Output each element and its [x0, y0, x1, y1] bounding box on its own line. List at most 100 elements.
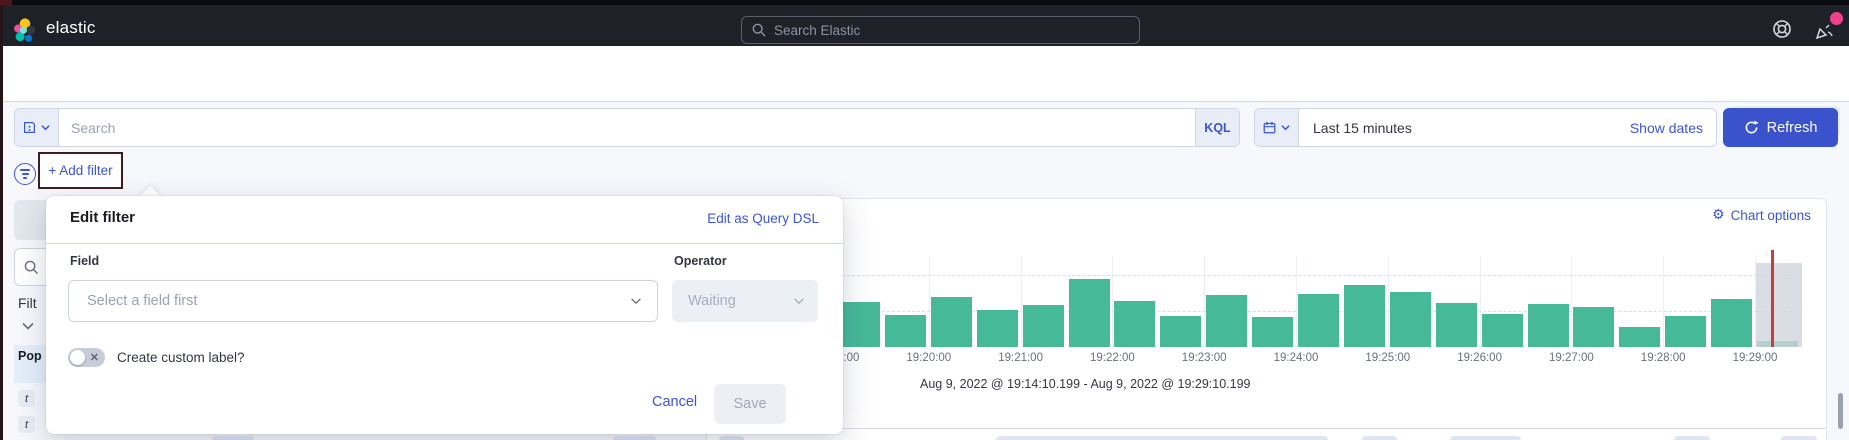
query-input-group: Search KQL: [14, 108, 1240, 147]
minute-gridline: [1296, 256, 1297, 347]
gear-icon: ⚙: [1712, 207, 1725, 223]
x-axis-tick-label: 19:25:00: [1365, 352, 1411, 364]
time-range-value[interactable]: Last 15 minutes: [1313, 119, 1412, 136]
minute-gridline: [1204, 256, 1206, 347]
histogram-bar[interactable]: [884, 315, 926, 347]
skeleton-chip: [1450, 436, 1521, 440]
skeleton-chip: [1781, 436, 1817, 440]
histogram-bar[interactable]: [1389, 292, 1431, 347]
newsfeed-icon[interactable]: [1814, 19, 1836, 41]
minute-gridline: [1663, 256, 1665, 347]
minute-gridline: [1112, 256, 1114, 347]
incomplete-bucket-overlay: [1756, 263, 1802, 347]
field-label: Field: [70, 254, 100, 268]
current-time-marker: [1771, 250, 1774, 347]
histogram-bar[interactable]: [1573, 307, 1615, 347]
minute-gridline: [1571, 256, 1573, 347]
chevron-down-icon[interactable]: [20, 318, 36, 334]
custom-label-toggle-label: Create custom label?: [117, 350, 245, 365]
add-filter-link[interactable]: + Add filter: [48, 163, 113, 178]
saved-query-menu-button[interactable]: [15, 109, 59, 146]
chart-options-button[interactable]: ⚙ Chart options: [1712, 207, 1811, 223]
saved-query-icon: [23, 122, 35, 133]
histogram-bar[interactable]: [1022, 305, 1064, 347]
help-icon[interactable]: [1772, 19, 1792, 39]
cancel-button[interactable]: Cancel: [652, 394, 698, 410]
histogram-bar[interactable]: [1619, 327, 1661, 347]
global-search-placeholder: Search Elastic: [774, 22, 861, 38]
histogram-bar[interactable]: [1206, 295, 1248, 347]
histogram-bar[interactable]: [1481, 314, 1523, 347]
edit-as-query-dsl-link[interactable]: Edit as Query DSL: [707, 211, 819, 226]
global-search-input[interactable]: Search Elastic: [741, 16, 1140, 44]
histogram-bar[interactable]: [1665, 316, 1707, 347]
histogram-bar[interactable]: [1711, 299, 1753, 347]
x-axis-tick-label: 19:21:00: [998, 352, 1043, 364]
field-combobox[interactable]: Select a field first: [68, 280, 658, 322]
skeleton-chip: [1362, 436, 1397, 440]
elastic-wordmark: elastic: [46, 18, 96, 37]
left-edge-line: [0, 5, 3, 440]
elastic-logo-icon: [14, 18, 36, 42]
panel-divider: [707, 428, 1826, 429]
filter-by-type-label[interactable]: Filt: [18, 295, 37, 311]
field-type-text-icon: t: [18, 390, 35, 407]
switch-thumb: [70, 350, 85, 365]
x-axis-tick-label: 19:29:00: [1732, 352, 1778, 364]
date-picker-group: Last 15 minutes Show dates: [1254, 108, 1717, 147]
popular-fields-section: [14, 345, 46, 383]
skeleton-chip: [719, 436, 744, 440]
skeleton-chip: [996, 436, 1328, 440]
histogram-bar[interactable]: [1527, 304, 1569, 347]
app-nav-bar: D Discover Options New Open Share Inspec…: [0, 46, 1849, 137]
histogram-bar[interactable]: [839, 302, 880, 347]
search-icon: [752, 23, 766, 37]
minute-gridline: [1755, 256, 1756, 347]
vertical-scrollbar[interactable]: [1838, 393, 1843, 429]
histogram-bar[interactable]: [976, 310, 1018, 347]
minute-gridline: [1479, 256, 1481, 347]
histogram-bar[interactable]: [1343, 285, 1385, 347]
y-gridline-dashed: [837, 275, 1802, 276]
histogram-bar[interactable]: [1298, 294, 1339, 347]
show-dates-link[interactable]: Show dates: [1629, 119, 1703, 136]
refresh-button[interactable]: Refresh: [1723, 108, 1838, 147]
histogram-bar[interactable]: [930, 297, 972, 347]
global-header: elastic Search Elastic: [0, 5, 1849, 46]
refresh-icon: [1745, 120, 1759, 134]
minute-gridline: [1387, 256, 1389, 347]
query-search-input[interactable]: Search: [71, 119, 116, 136]
edit-filter-popover: Edit filter Edit as Query DSL Field Oper…: [46, 196, 843, 434]
chart-options-label: Chart options: [1730, 207, 1811, 223]
save-filter-button-disabled[interactable]: Save: [714, 384, 786, 424]
top-strip: [0, 0, 1849, 5]
operator-label: Operator: [674, 254, 727, 268]
x-axis-tick-label: 19:26:00: [1457, 352, 1502, 364]
chevron-down-icon: [794, 298, 804, 305]
histogram-bar[interactable]: [1252, 317, 1294, 347]
custom-label-toggle-row: ✕ Create custom label?: [68, 348, 245, 367]
custom-label-switch[interactable]: ✕: [68, 348, 105, 367]
field-type-text-icon: t: [18, 416, 35, 433]
field-combobox-placeholder: Select a field first: [87, 293, 198, 309]
operator-combobox-disabled[interactable]: Waiting: [672, 280, 818, 322]
histogram-bar[interactable]: [1435, 303, 1477, 347]
notification-badge: [1830, 12, 1843, 25]
chevron-down-icon: [1280, 125, 1290, 131]
skeleton-chip: [212, 436, 254, 440]
histogram-bar[interactable]: [1114, 301, 1156, 347]
histogram-bar[interactable]: [1068, 279, 1110, 347]
calendar-icon: [1263, 121, 1275, 134]
x-axis-tick-label: 19:24:00: [1273, 352, 1319, 364]
search-icon: [24, 260, 39, 274]
x-axis-tick-label: 19:27:00: [1549, 352, 1594, 364]
minute-gridline: [928, 256, 930, 347]
add-filter-highlight-box: + Add filter: [38, 152, 123, 189]
popular-fields-label: Pop: [18, 349, 42, 363]
query-language-button[interactable]: KQL: [1195, 109, 1239, 146]
x-axis-tick-label: 19:23:00: [1181, 352, 1227, 364]
histogram-bar[interactable]: [1160, 316, 1202, 347]
date-quick-menu-button[interactable]: [1255, 109, 1299, 146]
chevron-down-icon: [631, 298, 641, 305]
filter-menu-icon[interactable]: [14, 163, 36, 185]
